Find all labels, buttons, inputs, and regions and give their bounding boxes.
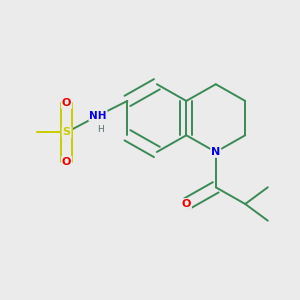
Text: O: O xyxy=(62,157,71,167)
Text: S: S xyxy=(63,127,70,137)
Text: O: O xyxy=(182,199,191,209)
Text: NH: NH xyxy=(89,111,107,121)
Text: H: H xyxy=(98,125,104,134)
Text: N: N xyxy=(211,147,220,157)
Text: O: O xyxy=(62,98,71,108)
